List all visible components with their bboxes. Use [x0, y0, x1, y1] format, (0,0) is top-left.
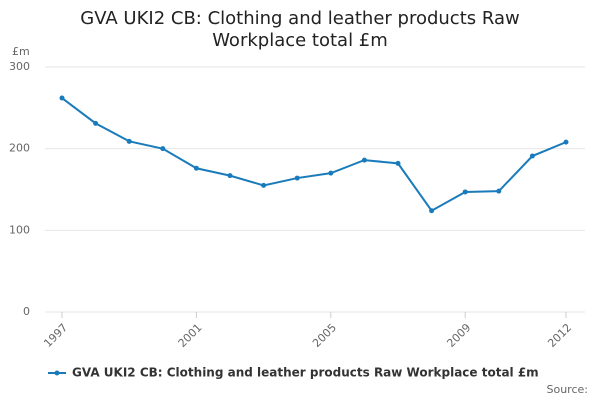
- point: [462, 189, 468, 195]
- point: [529, 153, 535, 159]
- x-tick-label: 1997: [41, 321, 70, 350]
- chart-title: GVA UKI2 CB: Clothing and leather produc…: [80, 8, 520, 51]
- y-axis-label: £m: [12, 45, 30, 58]
- x-tick-label: 2012: [545, 321, 574, 350]
- line: [61, 97, 567, 213]
- point: [395, 160, 401, 166]
- x-tick-label: 2001: [176, 321, 205, 350]
- y-tick-label: 0: [23, 305, 30, 318]
- point: [328, 170, 334, 176]
- point: [93, 120, 99, 126]
- y-tick-label: 100: [9, 223, 30, 236]
- point: [193, 165, 199, 171]
- point: [261, 182, 267, 188]
- legend-label: GVA UKI2 CB: Clothing and leather produc…: [72, 366, 539, 380]
- y-tick-label: 200: [9, 142, 30, 155]
- point: [361, 157, 367, 163]
- point: [227, 173, 233, 179]
- point: [59, 95, 65, 101]
- point: [160, 146, 166, 152]
- point: [563, 139, 569, 145]
- x-tick-label: 2005: [310, 321, 339, 350]
- x-tick-label: 2009: [444, 321, 473, 350]
- point: [429, 208, 435, 214]
- point: [496, 188, 502, 194]
- point: [294, 175, 300, 181]
- legend-swatch-point: [54, 370, 60, 376]
- y-tick-label: 300: [9, 60, 30, 73]
- source: Source:: [547, 383, 589, 396]
- point: [126, 138, 132, 144]
